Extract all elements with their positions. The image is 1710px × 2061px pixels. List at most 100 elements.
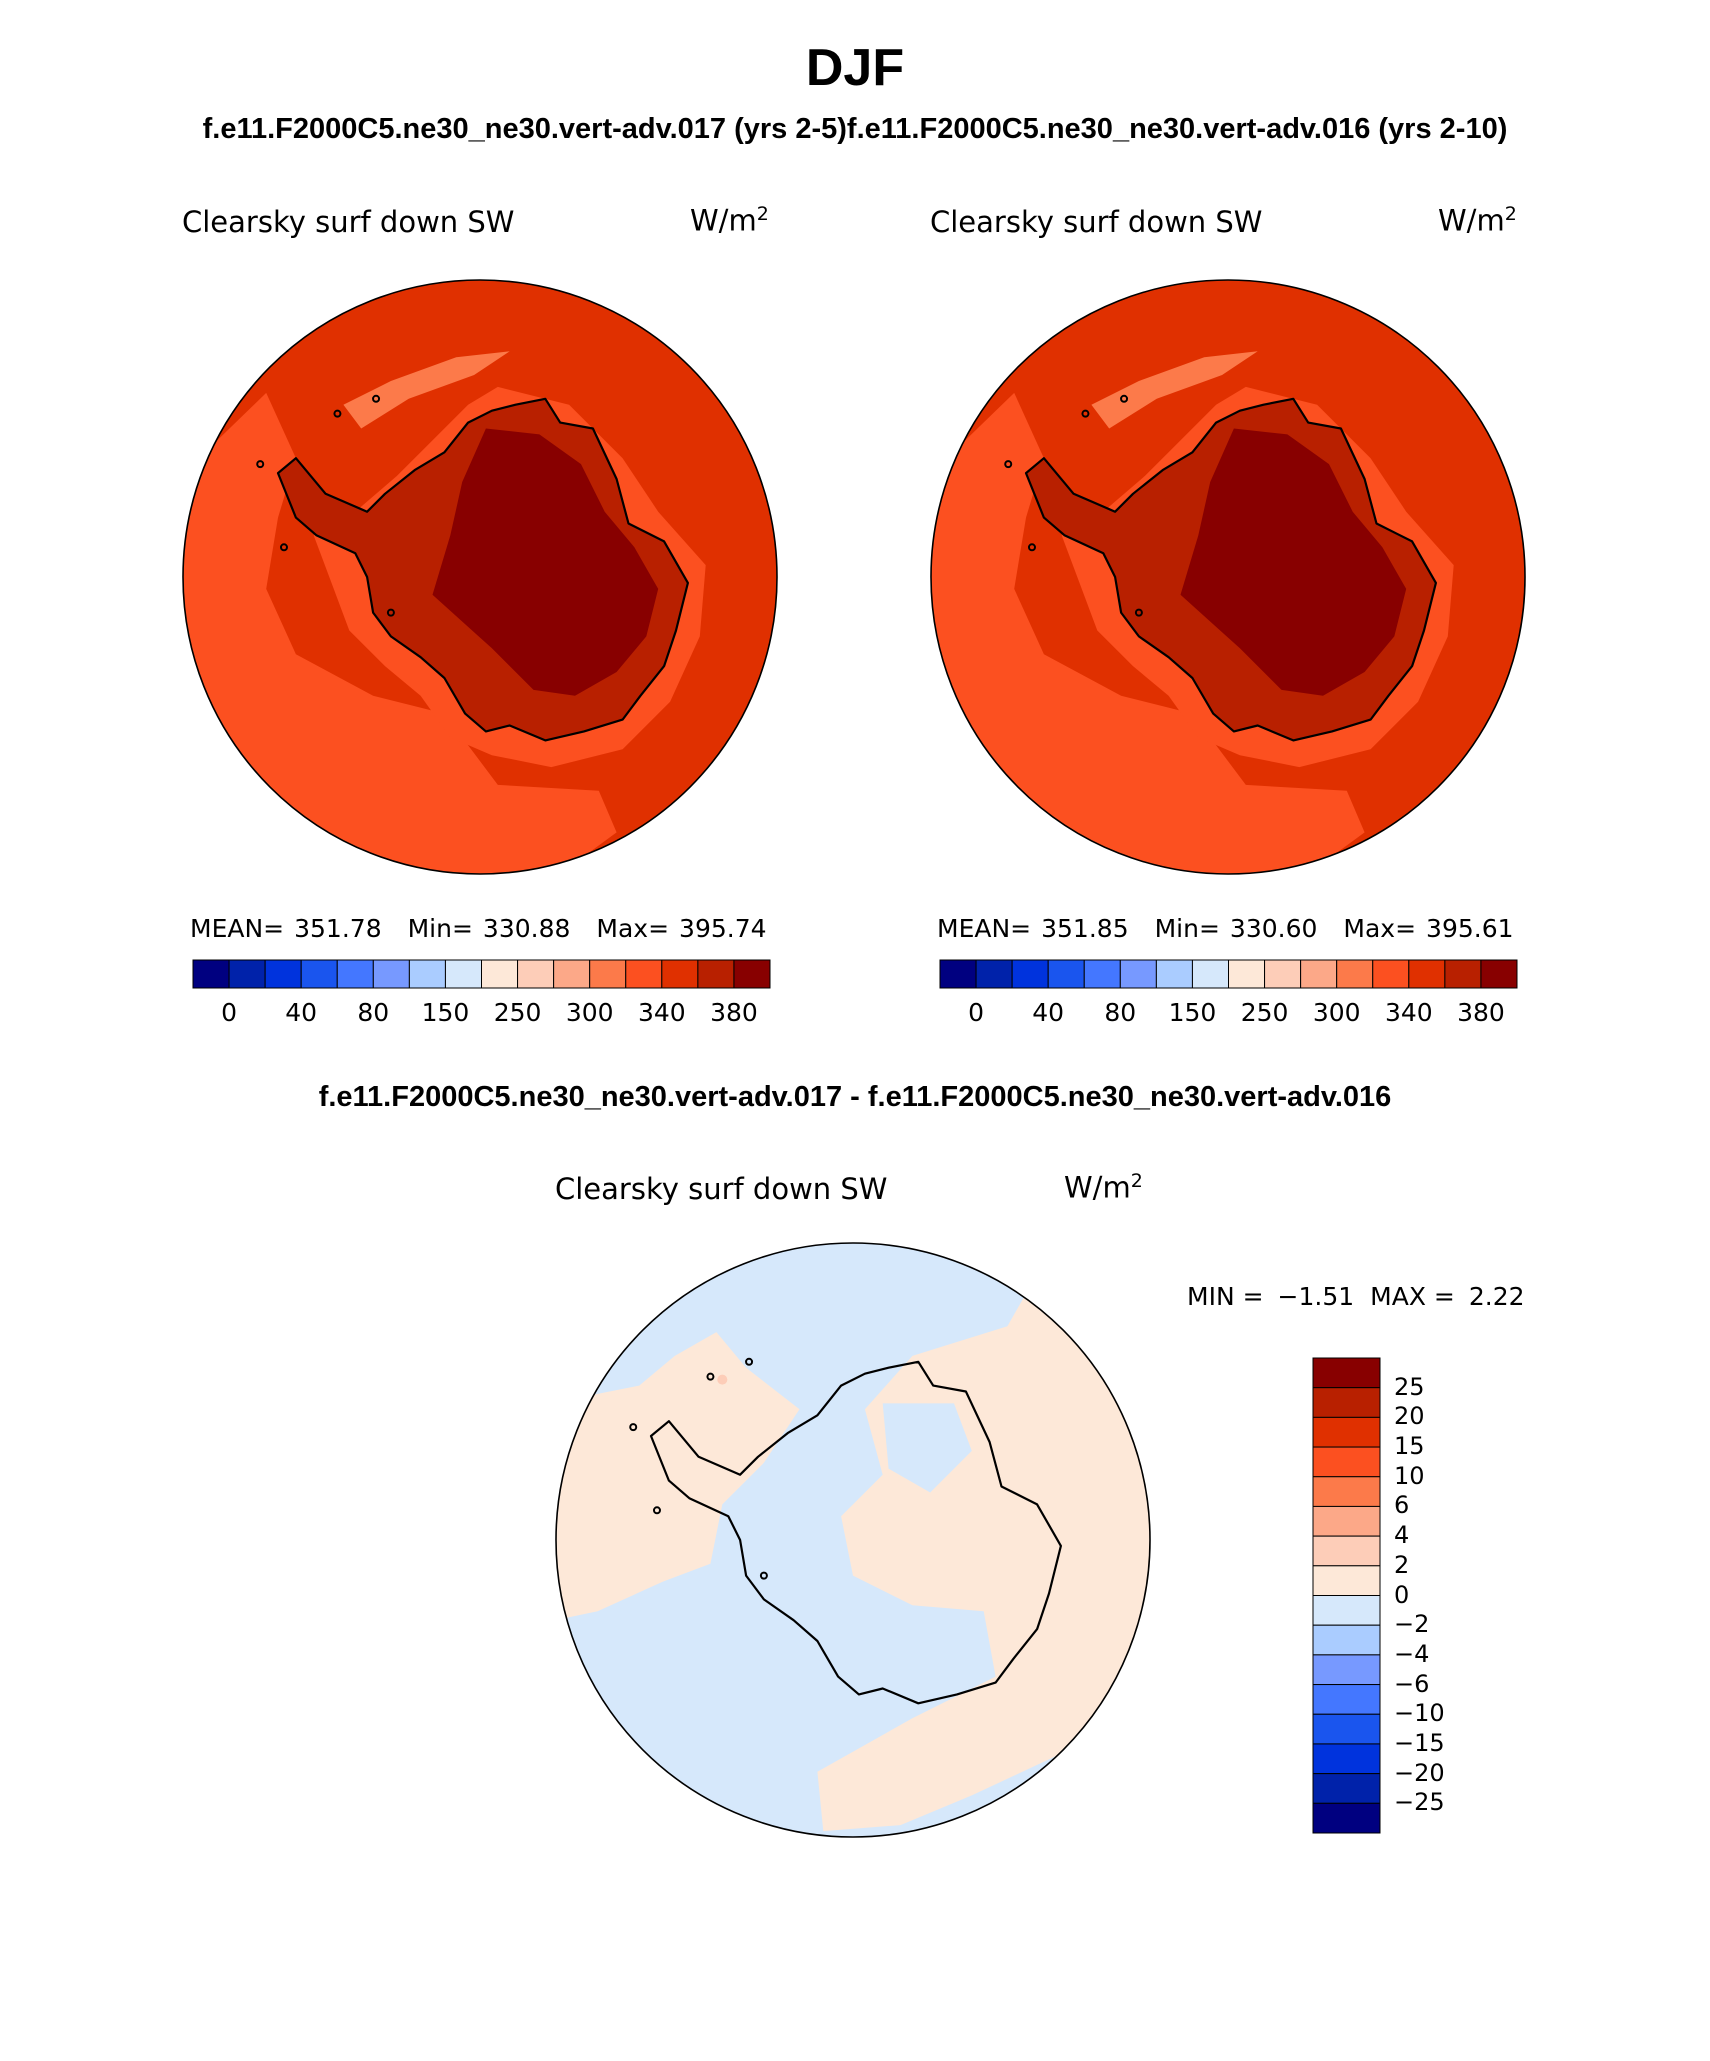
map-boundary bbox=[930, 279, 1526, 875]
colorbar-tick-label: 250 bbox=[1240, 998, 1289, 1027]
colorbar-tick-label: 40 bbox=[1032, 998, 1065, 1027]
island-outline bbox=[333, 409, 342, 418]
antarctica-plateau-field bbox=[1180, 428, 1407, 696]
colorbar-tick-label: −10 bbox=[1394, 1699, 1445, 1728]
stats-value: 395.74 bbox=[679, 914, 767, 943]
colorbar-cell bbox=[192, 959, 230, 989]
colorbar-cell bbox=[1372, 959, 1410, 989]
units-exponent: 2 bbox=[1130, 1170, 1143, 1192]
map-boundary bbox=[555, 1242, 1151, 1838]
colorbar-cell bbox=[481, 959, 519, 989]
island-outline bbox=[1027, 543, 1036, 552]
colorbar-tick-label: 300 bbox=[1312, 998, 1361, 1027]
units-label: W/m bbox=[690, 203, 757, 238]
colorbar-tick-label: −15 bbox=[1394, 1728, 1445, 1757]
colorbar-cell bbox=[1047, 959, 1085, 989]
stats-label: Max= bbox=[596, 914, 670, 943]
units-label: W/m bbox=[1064, 1170, 1131, 1205]
colorbar-cell bbox=[372, 959, 410, 989]
colorbar-cell bbox=[1011, 959, 1049, 989]
colorbar-cell bbox=[1191, 959, 1229, 989]
plot-title: Clearsky surf down SW bbox=[555, 1172, 888, 1206]
stats-label: MEAN= bbox=[937, 914, 1032, 943]
colorbar-tick-label: 380 bbox=[1457, 998, 1505, 1027]
ocean-low-patch bbox=[343, 351, 510, 429]
colorbar-cell bbox=[1083, 959, 1121, 989]
colorbar-tick-label: 80 bbox=[1104, 998, 1137, 1027]
colorbar-tick-label: 380 bbox=[710, 998, 758, 1027]
colorbar-tick-label: 340 bbox=[637, 998, 686, 1027]
summary-stats: MEAN= 351.85 Min= 330.60 Max= 395.61 bbox=[937, 914, 1514, 943]
ocean-low-band bbox=[183, 392, 617, 874]
island-outline bbox=[629, 1423, 638, 1432]
colorbar-cell bbox=[1408, 959, 1446, 989]
colorbar-cell bbox=[336, 959, 374, 989]
antarctica-coastline bbox=[649, 1360, 1063, 1705]
colorbar-cell bbox=[661, 959, 699, 989]
colorbar-cell bbox=[1312, 1565, 1381, 1596]
colorbar-cell bbox=[1480, 959, 1518, 989]
colorbar-cell bbox=[1119, 959, 1157, 989]
coastline-islands bbox=[256, 394, 395, 617]
colorbar-cell bbox=[975, 959, 1013, 989]
colorbar-cell bbox=[517, 959, 555, 989]
map-boundary bbox=[182, 279, 778, 875]
stats-value: 395.61 bbox=[1426, 914, 1514, 943]
colorbar-tick-label: 40 bbox=[285, 998, 318, 1027]
stats-label: Min= bbox=[407, 914, 473, 943]
colorbar-tick-label: 20 bbox=[1394, 1402, 1425, 1431]
colorbar-tick-label: 2 bbox=[1394, 1550, 1410, 1579]
colorbar-cell bbox=[1312, 1743, 1381, 1775]
colorbar-tick-label: −20 bbox=[1394, 1758, 1445, 1787]
colorbar bbox=[192, 959, 771, 989]
coastline-islands bbox=[629, 1357, 768, 1580]
island-outline bbox=[759, 1571, 768, 1580]
field-contours bbox=[556, 1243, 1150, 1837]
map-panel-3 bbox=[555, 1242, 1381, 1838]
summary-stats: MIN = −1.51 MAX = 2.22 bbox=[1187, 1282, 1525, 1311]
colorbar-cell bbox=[1312, 1535, 1381, 1567]
stats-value: 330.88 bbox=[482, 914, 571, 943]
colorbar-cell bbox=[408, 959, 446, 989]
colorbar bbox=[1312, 1357, 1381, 1834]
stats-label: MEAN= bbox=[190, 914, 285, 943]
negative-pocket bbox=[882, 1403, 972, 1493]
colorbar-cell bbox=[1312, 1387, 1381, 1418]
plot-title: Clearsky surf down SW bbox=[182, 205, 515, 239]
colorbar-cell bbox=[553, 959, 591, 989]
colorbar-cell bbox=[697, 959, 735, 989]
colorbar-cell bbox=[300, 959, 338, 989]
colorbar-tick-label: 6 bbox=[1394, 1491, 1410, 1520]
difference-title: f.e11.F2000C5.ne30_ne30.vert-adv.017 - f… bbox=[318, 1081, 1392, 1113]
colorbar-tick-label: −25 bbox=[1394, 1788, 1445, 1817]
stats-label: MIN = bbox=[1187, 1282, 1264, 1311]
colorbar-cell bbox=[1312, 1416, 1381, 1448]
units-exponent: 2 bbox=[756, 203, 769, 225]
stats-label: Max= bbox=[1343, 914, 1417, 943]
units-exponent: 2 bbox=[1504, 203, 1517, 225]
colorbar-cell bbox=[625, 959, 663, 989]
island-outline bbox=[652, 1506, 661, 1515]
colorbar-cell bbox=[1312, 1713, 1381, 1745]
island-outline bbox=[1120, 394, 1129, 403]
units-label: W/m bbox=[1438, 203, 1505, 238]
island-outline bbox=[372, 394, 381, 403]
colorbar bbox=[939, 959, 1518, 989]
colorbar-cell bbox=[1300, 959, 1338, 989]
colorbar-cell bbox=[1312, 1595, 1381, 1626]
colorbar-cell bbox=[1312, 1505, 1381, 1537]
colorbar-cell bbox=[1312, 1802, 1381, 1834]
plot-units: W/m2 bbox=[690, 203, 769, 238]
island-outline bbox=[745, 1357, 754, 1366]
island-outline bbox=[1134, 608, 1143, 617]
colorbar-tick-label: −4 bbox=[1394, 1639, 1430, 1668]
stats-value: 2.22 bbox=[1468, 1282, 1525, 1311]
colorbar-tick-label: 4 bbox=[1394, 1521, 1410, 1550]
field-contours bbox=[931, 280, 1525, 874]
positive-field-west bbox=[556, 1332, 800, 1624]
antarctica-coastline bbox=[1024, 397, 1438, 742]
map-panel-1 bbox=[182, 279, 778, 989]
colorbar-cell bbox=[1312, 1357, 1381, 1389]
colorbar-tick-label: 0 bbox=[221, 998, 237, 1027]
colorbar-cell bbox=[1264, 959, 1302, 989]
